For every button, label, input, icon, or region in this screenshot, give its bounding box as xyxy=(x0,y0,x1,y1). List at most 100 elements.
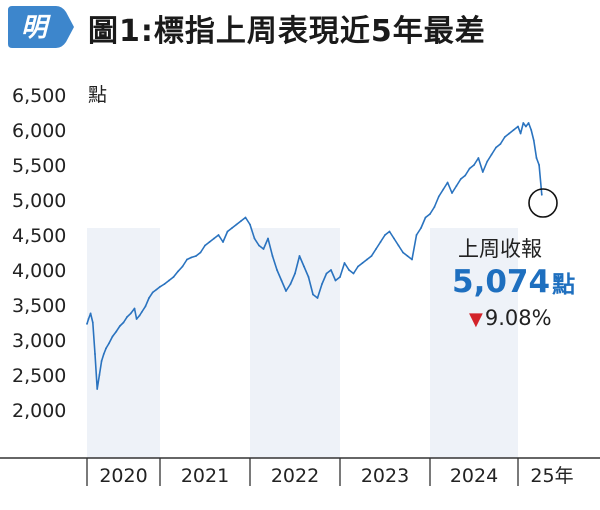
data-point xyxy=(168,279,170,282)
data-point xyxy=(105,347,107,350)
data-point xyxy=(366,258,368,261)
data-point xyxy=(231,227,233,229)
data-point xyxy=(429,213,431,215)
data-point xyxy=(91,321,94,324)
x-tick-label: 2024 xyxy=(450,465,498,487)
x-tick-label: 25年 xyxy=(530,465,573,487)
data-point xyxy=(138,314,141,317)
data-point xyxy=(186,258,188,261)
data-point xyxy=(402,251,404,254)
data-point xyxy=(267,237,269,240)
year-band-2020 xyxy=(87,228,160,458)
data-point xyxy=(177,270,179,273)
data-point xyxy=(140,311,143,313)
data-point xyxy=(199,251,202,254)
data-point xyxy=(451,192,453,194)
data-point xyxy=(503,136,506,138)
data-point xyxy=(213,237,215,240)
data-point xyxy=(343,262,346,264)
series-group xyxy=(86,122,543,390)
year-band-2022 xyxy=(250,228,340,458)
data-point xyxy=(348,269,350,271)
data-point xyxy=(339,276,341,278)
data-point xyxy=(530,129,533,131)
data-point xyxy=(464,174,467,177)
data-point xyxy=(151,291,154,294)
data-point xyxy=(437,195,440,198)
data-point xyxy=(102,353,105,355)
data-point xyxy=(258,244,260,247)
data-point xyxy=(522,122,525,124)
x-axis: 2020 2021 2022 2023 2024 25年 xyxy=(0,457,600,487)
data-point xyxy=(280,279,283,282)
data-point xyxy=(135,318,138,320)
data-point xyxy=(473,164,475,166)
data-point xyxy=(294,272,296,275)
data-point xyxy=(535,157,538,159)
x-tick-label: 2022 xyxy=(271,465,319,487)
y-axis-ticks: 2,000 2,500 3,000 3,500 4,000 4,500 5,000 5,500… xyxy=(12,85,66,422)
data-point xyxy=(119,325,121,327)
annotation-number: 5,074 xyxy=(452,264,551,300)
data-point xyxy=(433,206,436,208)
annotation-unit: 點 xyxy=(552,272,576,298)
annotation-label: 上周收報 xyxy=(458,237,542,261)
data-point xyxy=(325,272,328,275)
data-point xyxy=(517,125,519,128)
data-point xyxy=(235,223,238,226)
data-point xyxy=(477,157,480,159)
data-point xyxy=(527,122,530,124)
data-point xyxy=(540,193,543,196)
data-point xyxy=(271,255,274,257)
data-point xyxy=(379,241,382,243)
data-point xyxy=(519,132,522,135)
data-point xyxy=(244,216,247,219)
y-tick-label: 5,500 xyxy=(12,155,66,177)
data-point xyxy=(321,283,323,285)
data-point xyxy=(96,388,99,390)
data-point xyxy=(481,171,484,173)
data-point xyxy=(253,237,256,240)
annotation-value: 5,074點 xyxy=(452,264,575,300)
data-point xyxy=(424,216,427,219)
data-point xyxy=(98,374,101,376)
logo-badge xyxy=(8,6,74,48)
data-point xyxy=(384,234,386,236)
x-tick-label: 2023 xyxy=(361,465,409,487)
data-point xyxy=(94,353,96,355)
data-point xyxy=(289,283,292,285)
data-point xyxy=(334,279,337,282)
data-point xyxy=(133,307,136,310)
data-point xyxy=(459,178,462,180)
year-bands xyxy=(87,228,518,458)
data-point xyxy=(446,181,449,184)
data-point xyxy=(499,143,502,145)
data-point xyxy=(172,276,175,278)
data-point xyxy=(486,160,489,163)
data-point xyxy=(370,255,373,257)
data-point xyxy=(249,223,251,226)
data-point xyxy=(468,167,471,170)
data-point xyxy=(217,234,220,236)
data-point xyxy=(86,323,88,325)
data-point xyxy=(204,244,206,247)
data-point xyxy=(508,132,511,135)
data-point xyxy=(148,297,150,299)
annotation-change-value: 9.08% xyxy=(484,306,552,330)
data-point xyxy=(111,335,114,338)
data-point xyxy=(115,330,118,333)
data-point xyxy=(195,255,197,257)
data-point xyxy=(361,262,364,264)
data-point xyxy=(240,220,242,222)
data-point xyxy=(190,256,193,259)
data-point xyxy=(388,230,391,233)
data-point xyxy=(352,272,355,275)
data-point xyxy=(532,139,535,142)
data-point xyxy=(397,244,400,247)
data-point xyxy=(100,360,103,362)
data-point xyxy=(538,164,540,166)
y-tick-label: 3,000 xyxy=(12,330,66,352)
data-point xyxy=(129,312,132,315)
data-point xyxy=(330,269,332,271)
data-point xyxy=(276,269,278,271)
